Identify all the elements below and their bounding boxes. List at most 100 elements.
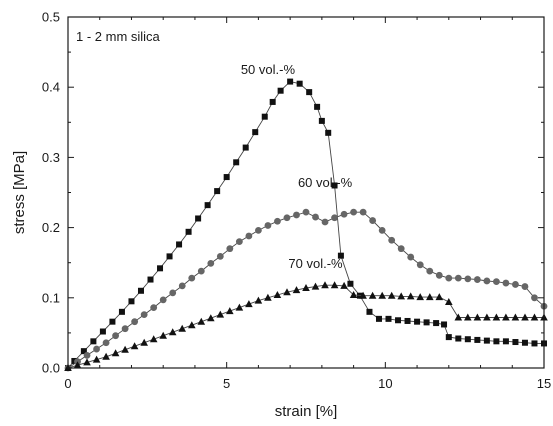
data-point-square	[337, 252, 344, 259]
data-point-square	[366, 308, 373, 315]
data-point-circle	[483, 277, 491, 285]
data-point-circle	[331, 214, 338, 222]
data-point-square	[414, 318, 421, 325]
x-tick-label: 5	[223, 376, 230, 391]
data-point-triangle	[454, 313, 463, 321]
data-point-square	[512, 339, 519, 346]
data-point-square	[185, 228, 192, 235]
data-point-square	[233, 159, 240, 166]
data-point-square	[455, 335, 462, 342]
data-point-triangle	[73, 361, 82, 369]
data-point-square	[531, 340, 538, 347]
data-point-square	[375, 315, 382, 322]
data-point-square	[474, 336, 481, 343]
series-label-70-vol: 70 vol.-%	[288, 256, 343, 271]
data-point-triangle	[330, 281, 339, 289]
y-tick-label: 0.2	[42, 220, 60, 235]
data-point-circle	[235, 238, 243, 246]
data-point-square	[176, 241, 183, 248]
data-point-triangle	[340, 281, 348, 289]
data-point-triangle	[149, 335, 158, 343]
data-point-square	[269, 98, 276, 105]
series-2	[64, 281, 548, 371]
data-point-triangle	[264, 293, 272, 301]
data-point-square	[137, 287, 144, 294]
data-point-square	[441, 321, 448, 328]
data-point-circle	[197, 267, 205, 275]
data-point-triangle	[168, 328, 177, 336]
data-point-square	[502, 338, 509, 345]
data-point-square	[385, 315, 392, 322]
data-point-circle	[274, 217, 281, 225]
x-tick-label: 0	[64, 376, 71, 391]
data-point-square	[306, 89, 313, 96]
data-point-triangle	[121, 345, 129, 353]
data-point-triangle	[311, 282, 320, 290]
series-1	[64, 208, 548, 372]
data-point-square	[445, 334, 452, 341]
data-point-triangle	[254, 296, 263, 304]
data-point-square	[395, 317, 402, 324]
data-point-circle	[159, 296, 167, 304]
data-point-circle	[140, 311, 148, 319]
data-point-square	[80, 348, 87, 355]
data-point-triangle	[464, 313, 472, 321]
data-point-circle	[207, 260, 215, 267]
data-point-square	[128, 298, 135, 305]
data-point-circle	[112, 332, 119, 340]
data-point-square	[195, 215, 202, 222]
data-point-triangle	[359, 291, 367, 299]
data-point-square	[242, 144, 249, 151]
y-axis-label: stress [MPa]	[11, 151, 28, 234]
data-point-circle	[255, 227, 262, 234]
data-point-circle	[83, 351, 91, 359]
data-point-triangle	[406, 292, 415, 300]
data-point-triangle	[473, 313, 482, 321]
data-point-square	[404, 317, 411, 324]
data-point-circle	[407, 253, 415, 261]
y-tick-label: 0.5	[42, 10, 60, 25]
data-point-circle	[283, 214, 291, 222]
data-point-square	[99, 328, 106, 335]
data-point-triangle	[492, 313, 501, 321]
data-point-triangle	[197, 317, 206, 325]
data-point-square	[277, 87, 284, 94]
data-point-circle	[521, 283, 529, 290]
data-point-triangle	[226, 307, 234, 315]
data-point-square	[433, 320, 440, 327]
data-point-square	[331, 182, 338, 189]
data-point-square	[347, 280, 354, 287]
data-point-square	[157, 265, 164, 272]
data-point-triangle	[83, 358, 91, 366]
data-point-triangle	[435, 293, 444, 301]
data-point-circle	[188, 274, 196, 282]
data-point-circle	[264, 222, 272, 229]
data-point-triangle	[349, 291, 358, 298]
data-point-triangle	[378, 291, 386, 299]
data-point-circle	[531, 294, 538, 302]
data-point-circle	[435, 271, 443, 279]
data-point-triangle	[502, 313, 510, 321]
data-point-circle	[350, 208, 357, 216]
data-point-circle	[416, 261, 424, 269]
data-point-triangle	[426, 293, 434, 301]
data-point-square	[325, 129, 332, 136]
chart-annotation: 1 - 2 mm silica	[76, 29, 161, 44]
data-point-square	[318, 117, 325, 124]
data-point-square	[261, 113, 268, 120]
data-point-triangle	[235, 303, 244, 311]
data-point-circle	[178, 282, 186, 290]
data-point-square	[223, 174, 230, 181]
data-point-circle	[512, 281, 519, 288]
data-point-circle	[131, 318, 139, 326]
data-point-circle	[169, 289, 177, 297]
data-point-square	[252, 129, 259, 136]
data-point-circle	[454, 274, 462, 282]
data-point-triangle	[216, 310, 225, 318]
data-point-square	[423, 319, 430, 326]
data-point-square	[147, 276, 154, 283]
data-point-triangle	[273, 291, 282, 298]
data-point-circle	[388, 236, 396, 244]
data-point-triangle	[245, 300, 253, 308]
data-point-circle	[150, 304, 158, 312]
